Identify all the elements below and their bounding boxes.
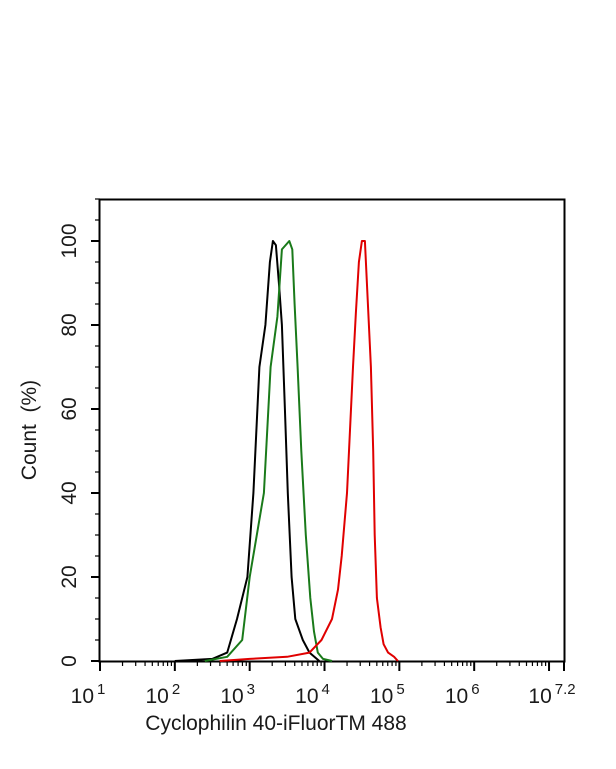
x-axis-tick-labels: 10 1 10 2 10 3 10 4 10 5 10 6 10 7.2 xyxy=(71,681,576,708)
y-tick-label: 40 xyxy=(58,481,81,504)
x-tick-label: 10 7.2 xyxy=(528,681,575,708)
curve-cyclophilin40-red xyxy=(219,240,399,662)
x-axis-title: Cyclophilin 40-iFluorTM 488 xyxy=(145,712,406,735)
y-tick-label: 20 xyxy=(58,565,81,588)
x-tick-label: 10 4 xyxy=(295,681,330,708)
x-tick-label: 10 6 xyxy=(445,681,480,708)
curve-isotype-green xyxy=(204,240,333,662)
x-axis-ticks xyxy=(99,661,565,671)
y-tick-label: 0 xyxy=(58,655,81,667)
histogram-curves xyxy=(174,240,399,662)
y-axis-ticks xyxy=(91,198,100,662)
y-axis-title: Count (%) xyxy=(18,380,41,480)
y-tick-label: 60 xyxy=(58,397,81,420)
curve-control-black xyxy=(174,240,320,662)
x-tick-label: 10 2 xyxy=(145,681,180,708)
y-tick-label: 100 xyxy=(58,223,81,258)
plot-frame xyxy=(98,198,566,663)
x-tick-label: 10 1 xyxy=(71,681,106,708)
y-tick-label: 80 xyxy=(58,313,81,336)
x-tick-label: 10 5 xyxy=(370,681,405,708)
y-axis-tick-labels: 0 20 40 60 80 100 xyxy=(58,223,81,666)
x-tick-label: 10 3 xyxy=(220,681,255,708)
